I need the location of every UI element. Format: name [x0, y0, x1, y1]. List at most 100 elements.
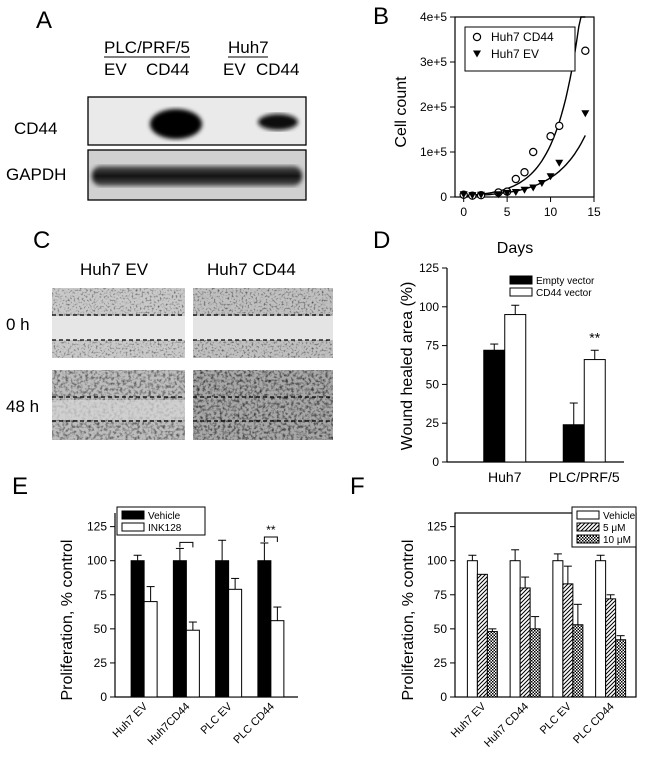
chart-d-ytick-label: 125	[419, 261, 439, 275]
scratch-image-cd44-48h	[193, 370, 333, 440]
chart-d-legend-swatch	[509, 287, 533, 297]
chart-f-bar	[476, 573, 488, 698]
chart-b-point-huh7-cd44	[581, 46, 590, 55]
chart-b-legend-box	[464, 26, 576, 72]
chart-b-ytick-label: 2e+5	[420, 100, 447, 114]
chart-f-bar	[572, 624, 584, 698]
chart-d-bar	[483, 349, 506, 463]
chart-e-significance-label: **	[266, 523, 276, 537]
chart-f-bar	[509, 560, 521, 698]
chart-f-ytick-label: 50	[434, 622, 448, 636]
chart-d-bar	[583, 359, 606, 463]
chart-f-legend-label: Vehicle	[603, 511, 636, 522]
chart-b-point-huh7-cd44	[555, 121, 564, 131]
chart-f-frame	[454, 512, 637, 698]
chart-f-bar	[466, 560, 478, 698]
chart-e-ytick-label: 25	[94, 656, 108, 670]
chart-f-bar	[519, 587, 531, 698]
chart-e-legend-label: Vehicle	[148, 511, 181, 522]
chart-e-ytick-label: 125	[87, 520, 107, 534]
chart-f-ylabel: Proliferation, % control	[400, 540, 417, 701]
chart-f-legend-label: 5 μM	[603, 523, 625, 534]
chart-e-significance-bracket	[263, 536, 278, 542]
blot-group-huh7: Huh7	[228, 38, 269, 57]
blot-row-label-gapdh: GAPDH	[6, 165, 66, 184]
scratch-row-label-0h: 0 h	[6, 315, 30, 334]
scratch-col-label-ev: Huh7 EV	[80, 260, 149, 279]
chart-e-bar	[172, 560, 187, 698]
chart-b-point-huh7-ev	[546, 173, 555, 181]
chart-b-point-huh7-ev	[468, 192, 477, 200]
chart-b-legend-label: Huh7 CD44	[491, 30, 554, 44]
blot-lane-label: EV	[223, 60, 246, 79]
chart-f-bar	[552, 560, 564, 698]
chart-b-legend-marker	[473, 50, 481, 58]
chart-b-xlabel: Days	[497, 240, 533, 257]
chart-b-point-huh7-ev	[537, 180, 546, 187]
chart-b-ytick-label: 3e+5	[420, 55, 447, 69]
chart-f-bar	[486, 631, 498, 698]
chart-e-legend-swatch	[121, 522, 145, 532]
chart-d-category-label: PLC/PRF/5	[549, 469, 620, 485]
chart-b-xtick-label: 0	[460, 205, 467, 219]
scratch-row-label-48h: 48 h	[6, 397, 39, 416]
chart-e-bar	[228, 588, 243, 698]
chart-f-bar	[605, 598, 617, 698]
chart-b-ytick-label: 4e+5	[420, 10, 447, 24]
panel-a-letter: A	[36, 7, 52, 34]
chart-f-legend-swatch	[576, 522, 600, 532]
chart-e-legend-label: INK128	[148, 523, 182, 534]
blot-lane-label: CD44	[256, 60, 299, 79]
scratch-col-label-cd44: Huh7 CD44	[207, 260, 296, 279]
blot-lane-label: EV	[104, 60, 127, 79]
chart-e-category-label: PLC CD44	[231, 701, 277, 747]
chart-d-ytick-label: 100	[419, 300, 439, 314]
chart-f-bar	[615, 639, 627, 698]
chart-b-legend-marker	[472, 32, 482, 42]
chart-e-significance-bracket	[179, 541, 194, 548]
chart-f-legend-swatch	[576, 510, 600, 520]
chart-b-ylabel: Cell count	[393, 76, 410, 148]
chart-b-point-huh7-ev	[494, 191, 503, 199]
chart-f-bar	[529, 628, 541, 698]
chart-d-ylabel: Wound healed area (%)	[399, 282, 416, 451]
scratch-image-cd44-0h	[193, 288, 333, 358]
chart-b-point-huh7-cd44	[520, 168, 529, 177]
chart-b-point-huh7-ev	[511, 189, 520, 196]
chart-f-bar	[562, 583, 574, 698]
chart-b-xtick-label: 15	[587, 205, 601, 219]
blot-band-gapdh	[92, 166, 302, 186]
panel-d: D Wound healed area (%) 0 25 50 75 100 125 Huh…	[373, 227, 624, 485]
chart-e-ytick-label: 75	[94, 588, 108, 602]
chart-b-point-huh7-ev	[581, 110, 590, 118]
chart-b-ytick-label: 1e+5	[420, 145, 447, 159]
blot-row-label-cd44: CD44	[14, 119, 57, 138]
chart-b-point-huh7-cd44	[528, 147, 538, 157]
chart-b-point-huh7-ev	[529, 184, 538, 192]
chart-e-ytick-label: 0	[100, 690, 107, 704]
blot-lane-label: CD44	[146, 60, 189, 79]
scratch-image-ev-48h	[52, 370, 185, 440]
chart-b-point-huh7-ev	[520, 186, 529, 194]
chart-e-ytick-label: 50	[94, 622, 108, 636]
chart-b-legend-label: Huh7 EV	[491, 47, 539, 61]
chart-b-ytick-label: 0	[440, 190, 447, 204]
chart-f-ytick-label: 0	[440, 690, 447, 704]
chart-f-ytick-label: 75	[434, 588, 448, 602]
chart-b-point-huh7-ev	[477, 191, 486, 199]
panel-b-letter: B	[373, 3, 389, 30]
chart-b-plot: 0 5 10 15 0 1e+5 2e+5 3e+5 4e+5 Huh7 CD44 Huh7 EV	[420, 10, 601, 219]
chart-f-category-label: PLC CD44	[571, 701, 617, 747]
chart-f-category-label: Huh7 CD44	[482, 701, 531, 750]
chart-d-bar	[562, 424, 585, 463]
panel-c: C Huh7 EV Huh7 CD44 0 h 48 h	[6, 227, 333, 440]
chart-e-legend-swatch	[121, 510, 145, 520]
chart-e-ytick-label: 100	[87, 554, 107, 568]
panel-d-letter: D	[373, 227, 390, 254]
panel-e: E Proliferation, % control 0 25 50 75 100 125…	[12, 473, 298, 748]
chart-e-bar	[215, 560, 230, 698]
